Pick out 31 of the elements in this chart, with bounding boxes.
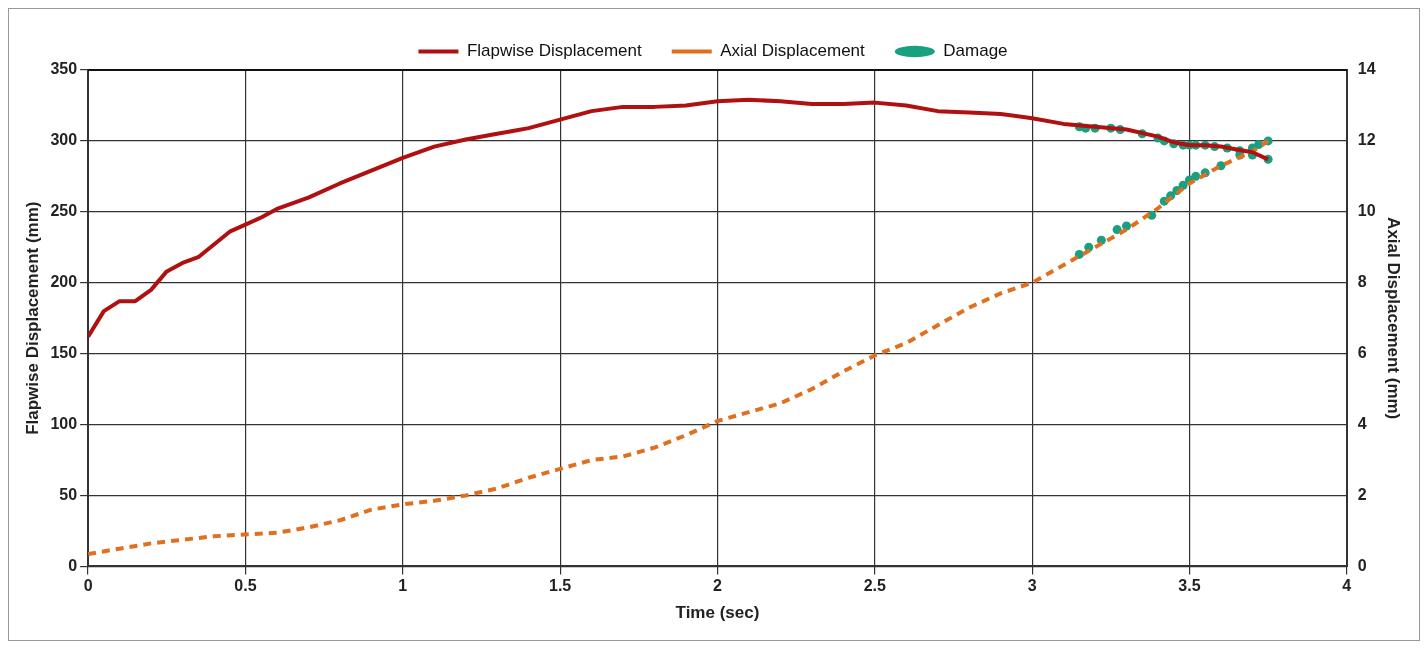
x-tick-label: 0 (83, 577, 93, 595)
x-tick-label: 0.5 (234, 577, 257, 595)
x-tick-label: 1 (398, 577, 408, 595)
y-tick-label: 350 (50, 60, 78, 78)
y-tick-label: 0 (68, 556, 78, 574)
y2-tick-label: 14 (1357, 60, 1376, 78)
legend-label: Damage (943, 41, 1008, 61)
y2-tick-label: 4 (1357, 414, 1367, 432)
y-tick-label: 150 (50, 344, 78, 362)
x-tick-label: 4 (1342, 577, 1352, 595)
y2-tick-label: 2 (1357, 485, 1367, 503)
y-tick-label: 250 (50, 202, 78, 220)
y-tick-label: 200 (50, 273, 78, 291)
x-tick-label: 2.5 (863, 577, 887, 595)
y2-tick-label: 6 (1357, 344, 1367, 362)
x-tick-label: 3 (1027, 577, 1037, 595)
y-tick-label: 100 (50, 414, 78, 432)
x-tick-label: 1.5 (548, 577, 572, 595)
x-tick-label: 3.5 (1178, 577, 1201, 595)
y2-tick-label: 8 (1357, 273, 1367, 291)
y2-axis-title: Axial Displacement (mm) (1384, 217, 1404, 420)
y2-tick-label: 10 (1357, 202, 1376, 220)
legend-label: Flapwise Displacement (466, 41, 643, 61)
y-tick-label: 50 (59, 485, 78, 503)
y2-tick-label: 12 (1357, 131, 1376, 149)
y-axis-title: Flapwise Displacement (mm) (22, 201, 42, 435)
x-tick-label: 2 (713, 577, 722, 595)
y-tick-label: 300 (50, 131, 78, 149)
legend-label: Axial Displacement (720, 41, 866, 61)
x-axis-title: Time (sec) (675, 603, 760, 623)
y2-tick-label: 0 (1357, 556, 1367, 574)
